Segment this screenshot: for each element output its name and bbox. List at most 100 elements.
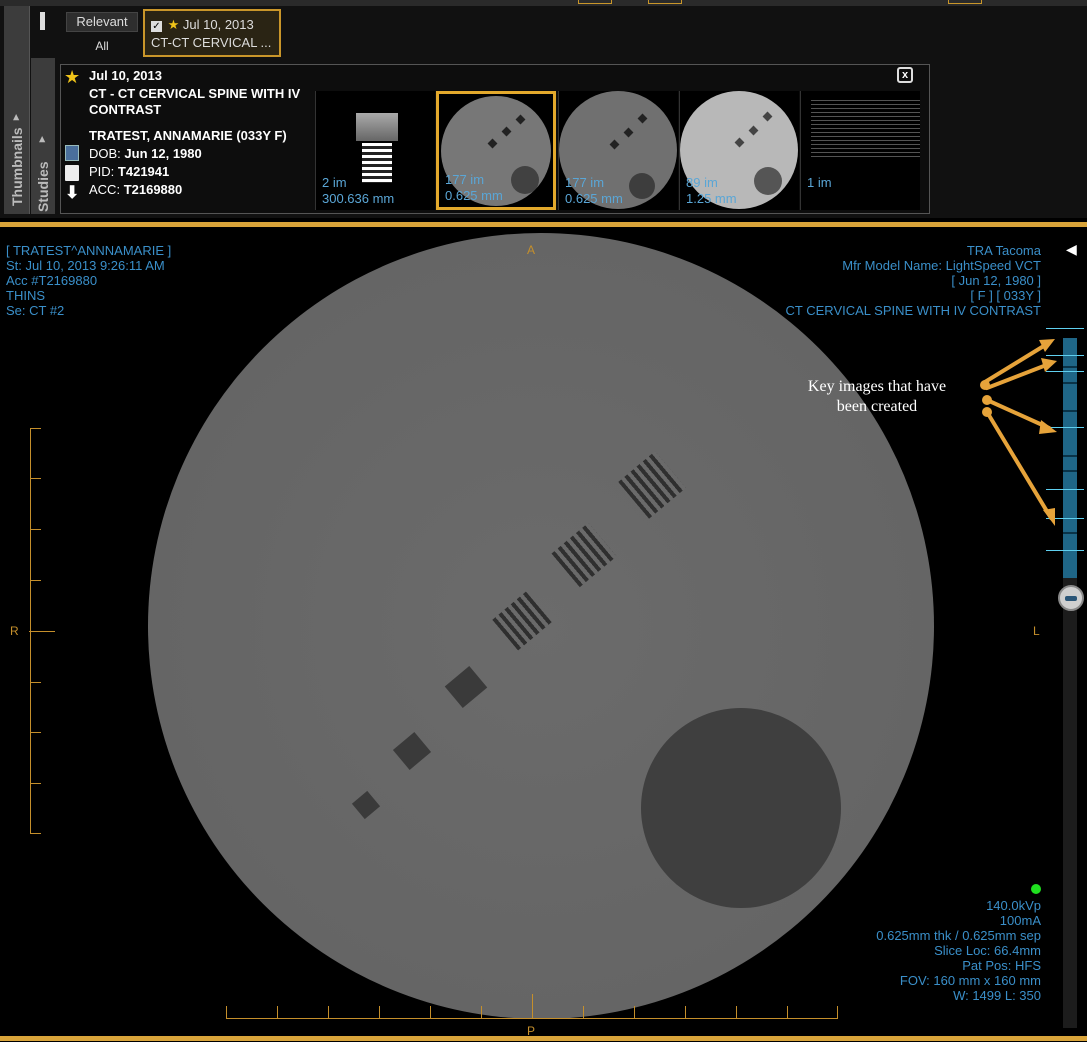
filter-all-button[interactable]: All: [95, 39, 109, 53]
toolbar-marker: [578, 0, 612, 4]
pid-label: PID:: [89, 164, 115, 179]
viewport-border: [0, 1036, 1087, 1041]
strip-divider: [1063, 470, 1077, 472]
key-image-marker[interactable]: [1046, 518, 1084, 519]
phantom-mark: [748, 125, 759, 136]
key-image-marker[interactable]: [1046, 427, 1084, 428]
series-thumbnail-selected[interactable]: 177 im 0.625 mm: [436, 91, 556, 210]
key-image-marker[interactable]: [1046, 371, 1084, 372]
star-icon: ★: [167, 17, 180, 32]
series-thumbnail[interactable]: 1 im: [800, 91, 920, 210]
thumbnails-tab[interactable]: Thumbnails ▸: [4, 6, 30, 214]
annotation-callout-text: Key images that have been created: [807, 378, 947, 415]
thickness-overlay: 0.625mm thk / 0.625mm sep: [876, 928, 1041, 943]
phantom-mark: [609, 139, 620, 150]
selected-study-desc: CT-CT CERVICAL ...: [151, 35, 272, 50]
key-image-marker[interactable]: [1046, 328, 1084, 329]
arrowhead: [1039, 420, 1057, 434]
phantom-line-pairs: [551, 522, 617, 588]
patient-name: TRATEST, ANNAMARIE (033Y F): [89, 128, 287, 143]
phantom-mark: [623, 127, 634, 138]
strip-divider: [1063, 382, 1077, 384]
ct-phantom-image[interactable]: [148, 233, 934, 1019]
selected-study-chip[interactable]: ✓ ★ Jul 10, 2013 CT-CT CERVICAL ...: [143, 9, 281, 57]
studies-tab[interactable]: Studies ▸: [31, 58, 55, 214]
status-indicator: [1031, 884, 1041, 894]
key-image-marker[interactable]: [1046, 355, 1084, 356]
arrow-line: [983, 342, 1049, 384]
study-description-overlay: CT CERVICAL SPINE WITH IV CONTRAST: [785, 303, 1041, 318]
strip-divider: [1063, 532, 1077, 534]
model-name-overlay: Mfr Model Name: LightSpeed VCT: [842, 258, 1041, 273]
studies-tab-label: Studies: [35, 161, 51, 212]
orientation-bottom: P: [527, 1024, 536, 1038]
scroll-thumb-handle[interactable]: [1058, 585, 1084, 611]
orientation-top: A: [527, 243, 536, 257]
arrow-line: [985, 362, 1051, 390]
phantom-mark: [515, 114, 526, 125]
dob-label: DOB:: [89, 146, 121, 161]
series-number-overlay: Se: CT #2: [6, 303, 65, 318]
phantom-mark: [734, 137, 745, 148]
strip-divider: [1063, 410, 1077, 412]
phantom-mark: [511, 166, 539, 194]
series-thumbnail[interactable]: 177 im 0.625 mm: [558, 91, 678, 210]
thumbnails-tab-label: Thumbnails: [9, 127, 25, 206]
overlay-bottom-right: 140.0kVp 100mA 0.625mm thk / 0.625mm sep…: [876, 898, 1041, 1003]
series-thumbnail[interactable]: 2 im 300.636 mm: [315, 91, 435, 210]
fov-overlay: FOV: 160 mm x 160 mm: [899, 973, 1041, 988]
phantom-mark: [762, 111, 773, 122]
series-image-count: 2 im: [322, 175, 347, 190]
vertical-ruler: [29, 428, 55, 834]
arrow-origin: [980, 380, 990, 390]
filter-relevant-button[interactable]: Relevant: [66, 12, 138, 32]
checkbox-icon[interactable]: ✓: [151, 21, 162, 32]
document-icon[interactable]: [65, 165, 79, 181]
accession-overlay: Acc #T2169880: [6, 273, 98, 288]
institution-overlay: TRA Tacoma: [966, 243, 1041, 258]
panel-grip-handle[interactable]: [40, 12, 45, 30]
patient-id: PID: T421941: [89, 164, 169, 179]
phantom-resolution-block: [392, 732, 432, 770]
phantom-resolution-block: [351, 790, 381, 820]
key-image-strip: [1063, 338, 1077, 578]
patient-dob: DOB: Jun 12, 1980: [89, 146, 202, 161]
dob-value: Jun 12, 1980: [124, 146, 202, 161]
key-image-marker[interactable]: [1046, 489, 1084, 490]
phantom-mark: [629, 173, 655, 199]
collapse-arrow-icon[interactable]: ◀: [1066, 241, 1077, 257]
series-thumbnail[interactable]: 89 im 1.25 mm: [679, 91, 799, 210]
close-icon[interactable]: x: [897, 67, 913, 83]
series-description-overlay: THINS: [6, 288, 45, 303]
strip-divider: [1063, 366, 1077, 368]
orientation-right: L: [1033, 624, 1040, 638]
phantom-mark: [754, 167, 782, 195]
chevron-right-icon: ▸: [10, 114, 22, 120]
phantom-thumbnail: [441, 96, 551, 206]
overlay-top-right: TRA Tacoma Mfr Model Name: LightSpeed VC…: [786, 243, 1041, 318]
sex-age-overlay: [ F ] [ 033Y ]: [970, 288, 1041, 303]
arrowhead: [1043, 508, 1055, 526]
arrowhead: [1041, 358, 1057, 372]
series-image-count: 177 im: [565, 175, 605, 190]
series-icon[interactable]: [65, 145, 79, 161]
horizontal-ruler: [226, 994, 838, 1019]
series-image-count: 89 im: [686, 175, 718, 190]
phantom-mark: [501, 126, 512, 137]
series-image-count: 1 im: [807, 175, 832, 190]
slice-location-overlay: Slice Loc: 66.4mm: [934, 943, 1041, 958]
top-toolbar: [0, 0, 1087, 6]
acc-value: T2169880: [123, 182, 183, 197]
download-arrow-icon[interactable]: ⬇: [65, 183, 80, 202]
accession-number: ACC: T2169880: [89, 182, 182, 197]
phantom-mark: [487, 138, 498, 149]
ma-overlay: 100mA: [999, 913, 1041, 928]
study-panel: Thumbnails ▸ Studies ▸ Relevant All ✓ ★ …: [0, 6, 1087, 218]
patient-overlay-name: [ TRATEST^ANNNAMARIE ]: [6, 243, 172, 258]
star-icon[interactable]: ★: [64, 67, 81, 87]
phantom-mark: [637, 113, 648, 124]
key-image-marker[interactable]: [1046, 550, 1084, 551]
phantom-line-pairs: [618, 451, 686, 519]
study-card: ★ Jul 10, 2013 x CT - CT CERVICAL SPINE …: [60, 64, 930, 214]
study-description: CT - CT CERVICAL SPINE WITH IV CONTRAST: [89, 86, 301, 117]
